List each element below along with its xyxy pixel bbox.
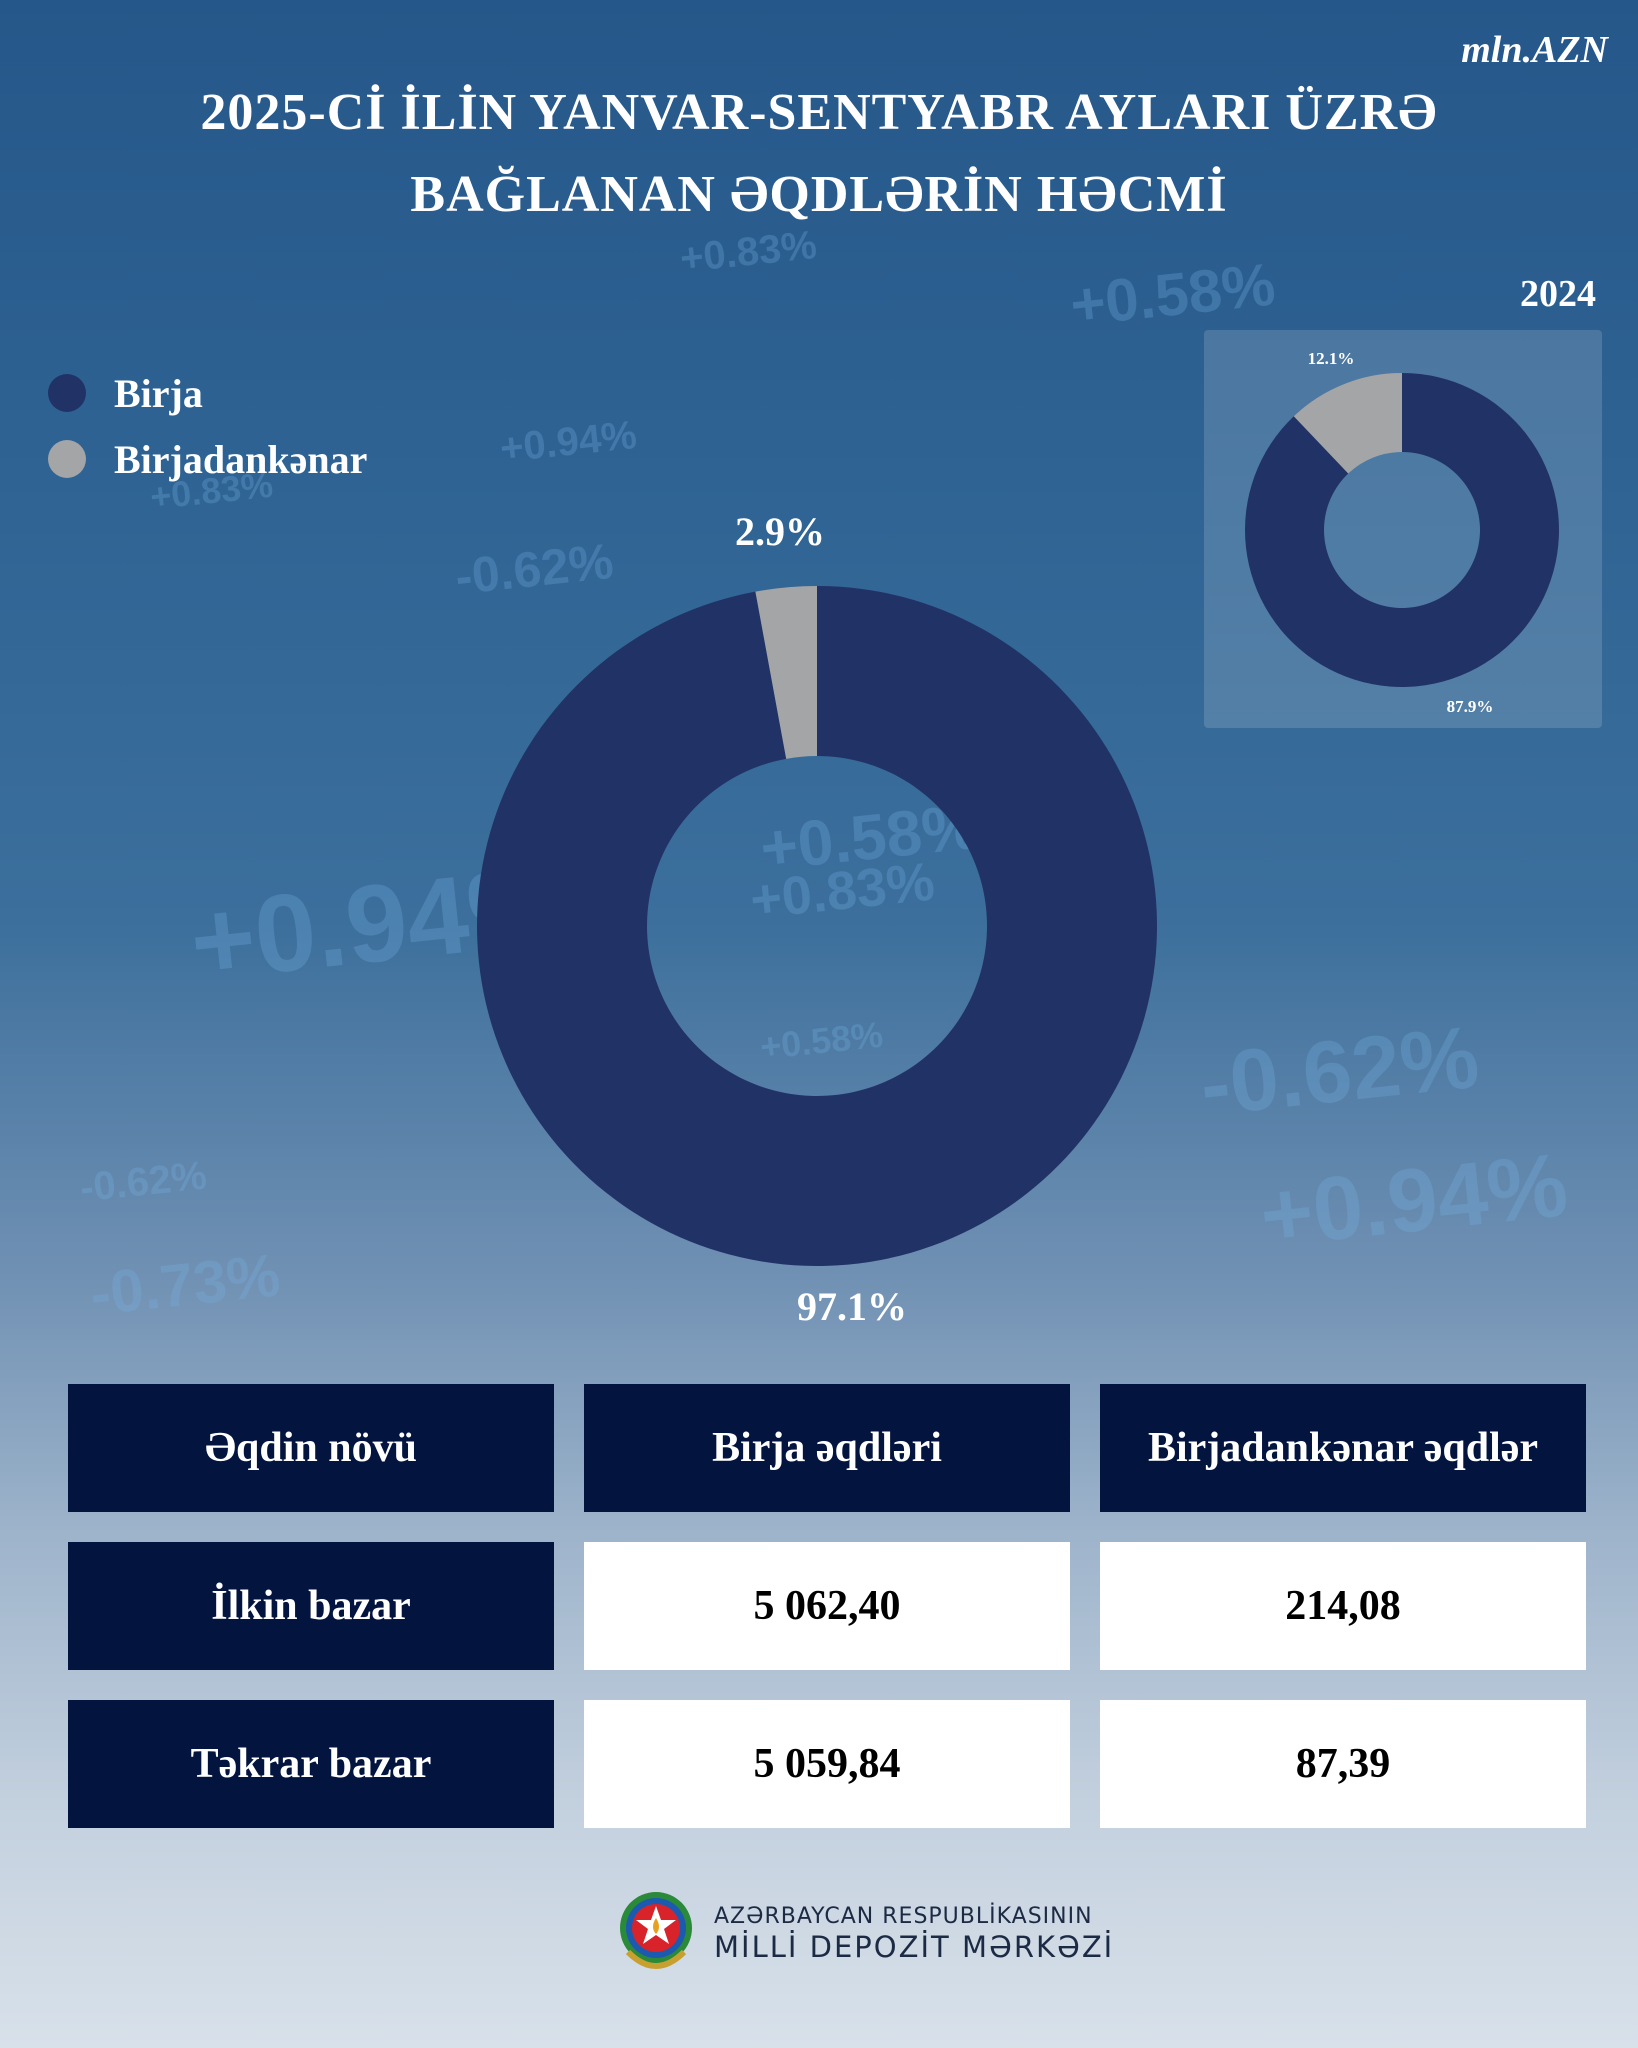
donut-slice-birjadankənar [755,586,817,759]
row-label: Təkrar bazar [68,1700,554,1828]
footer-logo: AZƏRBAYCAN RESPUBLİKASININ MİLLİ DEPOZİT… [614,1882,1114,1982]
legend-label-birja: Birja [114,370,203,416]
legend-label-birjadankenar: Birjadankənar [114,436,368,482]
table-header-cell: Birja əqdləri [584,1384,1070,1512]
table-cell: 214,08 [1100,1542,1586,1670]
table-header-cell: Əqdin növü [68,1384,554,1512]
donut-slice-birja [1245,373,1559,687]
table-cell: 87,39 [1100,1700,1586,1828]
background-number: -0.62% [1195,1006,1484,1135]
table-cell: 5 062,40 [584,1542,1070,1670]
footer-line-1: AZƏRBAYCAN RESPUBLİKASININ [714,1904,1093,1929]
small-chart-card: 87.9% 12.1% [1204,330,1602,728]
donut-label-birja: 87.9% [1447,697,1494,716]
background-number: -0.73% [87,1241,284,1328]
title-line-1: 2025-Cİ İLİN YANVAR-SENTYABR AYLARI ÜZRƏ [200,84,1438,141]
azerbaijan-emblem-icon [620,1892,692,1969]
unit-label: mln.AZN [1461,29,1608,71]
small-chart-year: 2024 [1520,273,1596,315]
donut-label-birjadankənar: 12.1% [1308,349,1355,368]
legend-item-birja: Birja [48,360,367,426]
donut-label-birjadankənar: 2.9% [735,510,825,554]
donut-slice-birjadankənar [1293,373,1402,474]
background-number: +0.58% [1067,250,1279,339]
page-title: 2025-Cİ İLİN YANVAR-SENTYABR AYLARI ÜZRƏ… [0,72,1638,236]
title-line-2: BAĞLANAN ƏQDLƏRİN HƏCMİ [410,166,1228,223]
background-number: -0.62% [77,1153,209,1211]
row-label: İlkin bazar [68,1542,554,1670]
donut-slice-birja [477,586,1157,1266]
small-donut-chart: 87.9% 12.1% [1245,349,1559,716]
background-number: +0.94% [1255,1135,1573,1267]
background-number: +0.94% [498,412,639,472]
legend: Birja Birjadankənar [48,360,367,492]
data-table: Əqdin növü Birja əqdləri Birjadankənar ə… [68,1384,1586,1858]
footer-line-2: MİLLİ DEPOZİT MƏRKƏZİ [714,1930,1115,1964]
table-cell: 5 059,84 [584,1700,1070,1828]
footer-text: AZƏRBAYCAN RESPUBLİKASININ MİLLİ DEPOZİT… [714,1902,1114,1962]
legend-item-birjadankenar: Birjadankənar [48,426,367,492]
table-header-cell: Birjadankənar əqdlər [1100,1384,1586,1512]
legend-swatch-birjadankenar [48,440,86,478]
table-row: Təkrar bazar 5 059,84 87,39 [68,1700,1586,1828]
table-header-row: Əqdin növü Birja əqdləri Birjadankənar ə… [68,1384,1586,1512]
table-row: İlkin bazar 5 062,40 214,08 [68,1542,1586,1670]
donut-label-birja: 97.1% [797,1284,907,1329]
main-donut-chart: 97.1% 2.9% [477,510,1157,1329]
legend-swatch-birja [48,374,86,412]
